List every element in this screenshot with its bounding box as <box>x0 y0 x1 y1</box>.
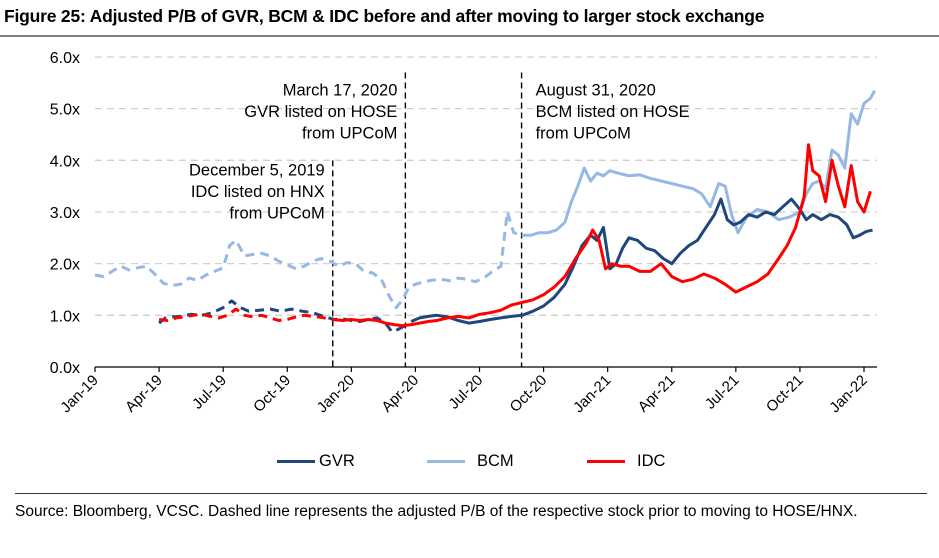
x-tick-label: Apr-20 <box>378 372 422 416</box>
series-idc-pre-listing <box>158 307 333 322</box>
legend-label-gvr: GVR <box>319 452 355 470</box>
series-gvr-post-listing <box>410 197 873 325</box>
x-tick-label: Apr-19 <box>122 372 166 416</box>
source-divider <box>15 493 927 494</box>
series-bcm-pre-listing <box>94 210 523 310</box>
x-axis: Jan-19 Apr-19 Jul-19 Oct-19 Jan-20 Apr-20 Jul-… <box>57 366 877 416</box>
x-tick-label: Oct-20 <box>507 372 551 416</box>
x-tick-label: Jan-19 <box>57 372 101 416</box>
legend-item-gvr: GVR <box>277 452 355 471</box>
y-tick-label: 0.0x <box>50 360 80 377</box>
y-tick-label: 1.0x <box>50 308 80 325</box>
event-annotation-line: from UPCoM <box>536 124 631 142</box>
event-annotation-line: BCM listed on HOSE <box>536 103 690 121</box>
y-tick-label: 2.0x <box>50 257 80 274</box>
y-tick-label: 4.0x <box>50 153 80 170</box>
series-bcm-post-listing <box>521 89 877 237</box>
gridlines <box>95 56 877 316</box>
figure-title: Figure 25: Adjusted P/B of GVR, BCM & ID… <box>4 6 765 26</box>
legend-item-idc: IDC <box>587 452 665 471</box>
event-annotation-line: March 17, 2020 <box>283 81 398 99</box>
event-annotation-line: IDC listed on HNX <box>191 183 325 201</box>
event-annotation-line: from UPCoM <box>302 124 397 142</box>
x-tick-label: Jan-21 <box>570 372 614 416</box>
x-tick-label: Jul-20 <box>445 372 486 413</box>
source-note: Source: Bloomberg, VCSC. Dashed line rep… <box>15 503 858 520</box>
y-tick-label: 3.0x <box>50 205 80 222</box>
legend-swatch-idc <box>587 460 625 463</box>
y-tick-label: 5.0x <box>50 102 80 119</box>
series-lines <box>94 89 877 334</box>
x-tick-label: Jul-21 <box>702 372 743 413</box>
legend-label-idc: IDC <box>637 452 666 470</box>
legend: GVR BCM IDC <box>0 452 939 476</box>
x-tick-label: Jul-19 <box>189 372 230 413</box>
legend-swatch-bcm <box>427 460 465 463</box>
event-annotation-line: December 5, 2019 <box>189 161 325 179</box>
listing-event-lines: December 5, 2019 IDC listed on HNX from UP… <box>189 72 690 367</box>
y-tick-label: 6.0x <box>50 50 80 67</box>
event-annotation-line: GVR listed on HOSE <box>244 103 397 121</box>
legend-item-bcm: BCM <box>427 452 514 471</box>
series-idc-post-listing <box>332 143 872 328</box>
x-tick-label: Jan-22 <box>826 372 870 416</box>
pb-line-chart: 0.0x 1.0x 2.0x 3.0x 4.0x 5.0x 6.0x December 5,… <box>50 50 877 416</box>
event-annotation-line: from UPCoM <box>229 204 324 222</box>
x-tick-label: Jan-20 <box>314 372 358 416</box>
event-annotation-line: August 31, 2020 <box>536 81 656 99</box>
legend-swatch-gvr <box>277 460 315 463</box>
title-divider <box>0 35 939 37</box>
x-tick-label: Apr-21 <box>635 372 679 416</box>
y-axis-ticks: 0.0x 1.0x 2.0x 3.0x 4.0x 5.0x 6.0x <box>50 50 80 377</box>
x-tick-label: Oct-21 <box>763 372 807 416</box>
legend-label-bcm: BCM <box>477 452 514 470</box>
x-tick-label: Oct-19 <box>250 372 294 416</box>
